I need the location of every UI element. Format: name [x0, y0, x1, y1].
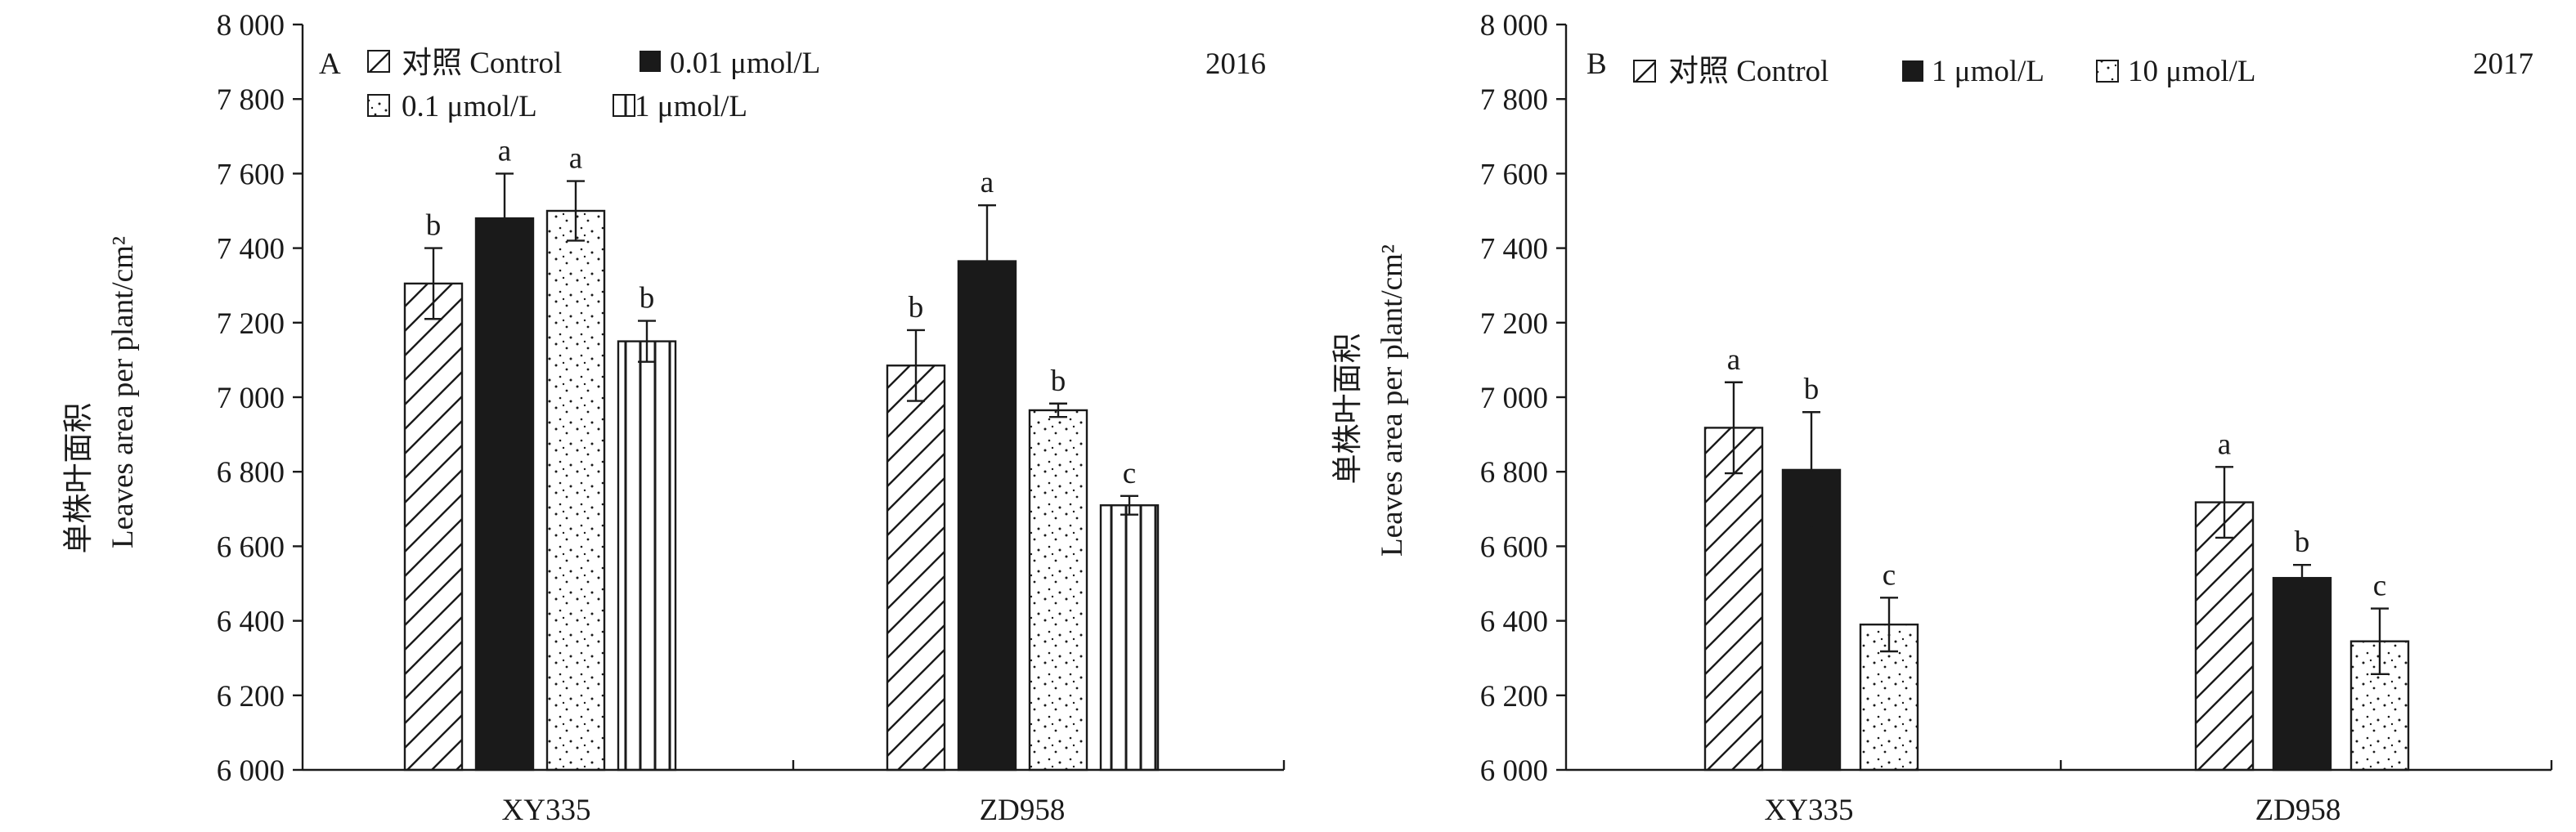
significance-label: a: [1727, 343, 1740, 377]
y-tick-label: 7 400: [1480, 233, 1548, 266]
legend: 对照 Control 0.01 μmol/L 0.1 μmol/L 1 μmol…: [367, 47, 820, 123]
y-tick-label: 6 000: [217, 754, 285, 788]
legend-swatch-0.01: [640, 51, 661, 72]
bars: b a a b b a b c: [403, 134, 1160, 772]
chart-panel-b: 单株叶面积 Leaves area per plant/cm² 6 000 6 2…: [1331, 9, 2553, 827]
bar: [1703, 427, 1764, 772]
significance-label: c: [1883, 558, 1896, 592]
bar: [474, 217, 535, 772]
y-tick-label: 7 800: [217, 83, 285, 117]
legend-label-1: 1 μmol/L: [1932, 55, 2044, 88]
y-tick-label: 6 600: [1480, 530, 1548, 564]
panel-letter: A: [319, 47, 341, 81]
y-axis-title-cn: 单株叶面积: [62, 403, 96, 554]
panel-year: 2016: [1205, 47, 1266, 81]
significance-label: a: [2218, 427, 2231, 461]
significance-label: b: [909, 291, 924, 324]
y-tick-label: 6 400: [217, 606, 285, 639]
bar: [886, 365, 946, 772]
significance-label: b: [1804, 373, 1820, 406]
legend-label-control: 对照 Control: [1668, 55, 1829, 88]
bar: [2272, 576, 2332, 772]
y-tick-label: 8 000: [1480, 9, 1548, 42]
bar: [617, 340, 677, 772]
legend-swatch-control: [367, 50, 390, 73]
legend: 对照 Control 1 μmol/L 10 μmol/L: [1633, 55, 2256, 88]
y-tick-label: 7 400: [217, 233, 285, 266]
bar: [957, 260, 1017, 772]
y-tick-label: 6 800: [217, 456, 285, 490]
legend-swatch-control: [1633, 60, 1656, 83]
significance-label: a: [569, 142, 582, 176]
legend-swatch-10: [2096, 60, 2119, 83]
bar: [403, 282, 464, 772]
y-axis-title-cn: 单株叶面积: [1331, 333, 1365, 485]
significance-label: b: [426, 209, 442, 243]
legend-swatch-1: [1902, 60, 1923, 82]
bars: a b c a b c: [1703, 343, 2410, 772]
y-axis-title-en: Leaves area per plant/cm²: [106, 236, 140, 548]
legend-swatch-0.1: [367, 94, 390, 117]
bar: [1099, 504, 1160, 772]
y-tick-label: 6 000: [1480, 754, 1548, 788]
x-tick-label-xy335: XY335: [1765, 794, 1854, 827]
y-tick-label: 7 000: [217, 382, 285, 415]
y-tick-label: 6 400: [1480, 606, 1548, 639]
y-tick-label: 7 200: [1480, 307, 1548, 341]
chart-panel-a: 单株叶面积 Leaves area per plant/cm² 6 000 6 2…: [62, 9, 1286, 827]
y-tick-label: 7 600: [1480, 158, 1548, 191]
y-tick-label: 8 000: [217, 9, 285, 42]
bar: [1028, 409, 1088, 772]
y-tick-label: 6 200: [1480, 680, 1548, 713]
bar: [2194, 501, 2255, 772]
legend-label-0.01: 0.01 μmol/L: [670, 47, 820, 80]
y-ticks: 6 000 6 200 6 400 6 600 6 800 7 000 7 200 7 400…: [217, 9, 303, 788]
significance-label: b: [2295, 526, 2310, 559]
panel-year: 2017: [2473, 47, 2533, 81]
y-tick-label: 6 600: [217, 530, 285, 564]
y-tick-label: 7 800: [1480, 83, 1548, 117]
significance-label: b: [640, 282, 655, 315]
legend-label-control: 对照 Control: [402, 47, 562, 80]
panel-letter: B: [1586, 47, 1607, 81]
significance-label: a: [981, 166, 994, 199]
legend-label-0.1: 0.1 μmol/L: [402, 90, 537, 123]
legend-swatch-1: [613, 94, 635, 117]
significance-label: b: [1051, 365, 1066, 398]
x-tick-label-zd958: ZD958: [2255, 794, 2341, 827]
y-tick-label: 7 000: [1480, 382, 1548, 415]
significance-label: c: [2373, 570, 2386, 603]
legend-label-10: 10 μmol/L: [2128, 55, 2256, 88]
y-ticks: 6 000 6 200 6 400 6 600 6 800 7 000 7 200 7 400…: [1480, 9, 1566, 788]
y-tick-label: 7 200: [217, 307, 285, 341]
x-tick-label-zd958: ZD958: [980, 794, 1066, 827]
bar: [545, 209, 606, 772]
significance-label: a: [498, 134, 511, 168]
y-axis-title-en: Leaves area per plant/cm²: [1376, 244, 1409, 557]
significance-label: c: [1123, 457, 1136, 490]
x-tick-label-xy335: XY335: [502, 794, 591, 827]
y-tick-label: 7 600: [217, 158, 285, 191]
legend-label-1: 1 μmol/L: [635, 90, 747, 123]
y-tick-label: 6 200: [217, 680, 285, 713]
y-tick-label: 6 800: [1480, 456, 1548, 490]
